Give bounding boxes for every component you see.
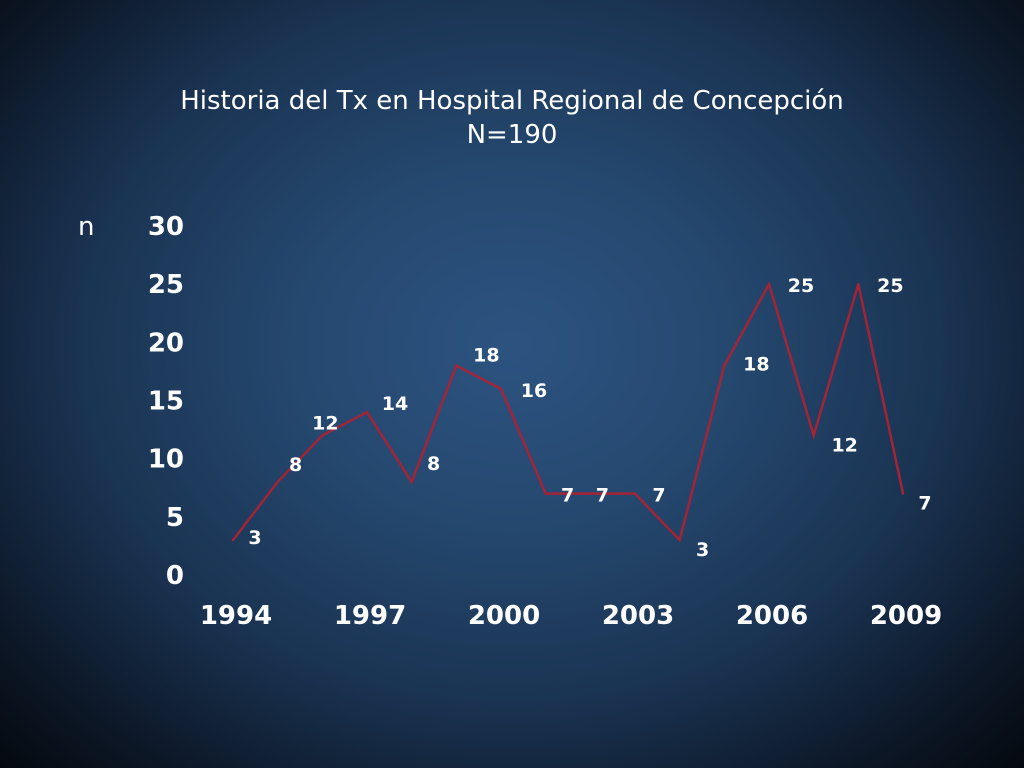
y-tick-label: 10 bbox=[148, 445, 184, 475]
data-point bbox=[499, 387, 503, 391]
data-point bbox=[633, 492, 637, 495]
x-tick-label: 2009 bbox=[870, 601, 942, 631]
data-point bbox=[321, 434, 324, 437]
y-tick-label: 15 bbox=[148, 387, 184, 417]
data-point bbox=[410, 480, 413, 484]
y-tick-label: 25 bbox=[148, 270, 184, 300]
data-point bbox=[589, 492, 592, 495]
data-label: 8 bbox=[289, 454, 302, 476]
data-point bbox=[723, 364, 726, 367]
x-tick-label: 1997 bbox=[334, 601, 406, 631]
data-point bbox=[544, 492, 547, 495]
x-tick-label: 2006 bbox=[736, 601, 808, 631]
data-label: 12 bbox=[831, 434, 857, 456]
data-label: 25 bbox=[877, 275, 903, 297]
data-point bbox=[901, 492, 905, 495]
y-tick-label: 0 bbox=[166, 561, 184, 591]
y-tick-label: 30 bbox=[148, 212, 184, 242]
data-point bbox=[365, 410, 369, 414]
chart-title-line1: Historia del Tx en Hospital Regional de … bbox=[180, 86, 844, 116]
data-label: 8 bbox=[427, 453, 440, 475]
data-point bbox=[857, 282, 860, 286]
data-label: 7 bbox=[652, 485, 665, 507]
data-label: 18 bbox=[743, 354, 769, 376]
data-label: 12 bbox=[312, 412, 338, 434]
data-label: 18 bbox=[473, 345, 499, 367]
data-label: 7 bbox=[918, 493, 931, 515]
data-point bbox=[678, 538, 681, 542]
data-label: 7 bbox=[596, 485, 609, 507]
data-label: 3 bbox=[696, 539, 709, 561]
series-line bbox=[232, 280, 905, 543]
data-point bbox=[812, 434, 815, 437]
data-label: 3 bbox=[248, 527, 261, 549]
chart-title: Historia del Tx en Hospital Regional de … bbox=[0, 84, 1024, 152]
chart-subtitle: N=190 bbox=[466, 120, 558, 150]
y-axis-label: n bbox=[78, 212, 95, 242]
data-point bbox=[231, 538, 235, 542]
data-label: 16 bbox=[521, 380, 547, 402]
data-point bbox=[276, 480, 279, 484]
x-tick-label: 1994 bbox=[200, 601, 272, 631]
data-label: 7 bbox=[561, 485, 574, 507]
y-tick-label: 20 bbox=[148, 328, 184, 358]
data-point bbox=[455, 364, 458, 367]
x-tick-label: 2003 bbox=[602, 601, 674, 631]
y-tick-label: 5 bbox=[166, 503, 184, 533]
data-point bbox=[767, 282, 771, 286]
x-tick-label: 2000 bbox=[468, 601, 540, 631]
data-label: 14 bbox=[382, 393, 408, 415]
data-label: 25 bbox=[788, 275, 814, 297]
